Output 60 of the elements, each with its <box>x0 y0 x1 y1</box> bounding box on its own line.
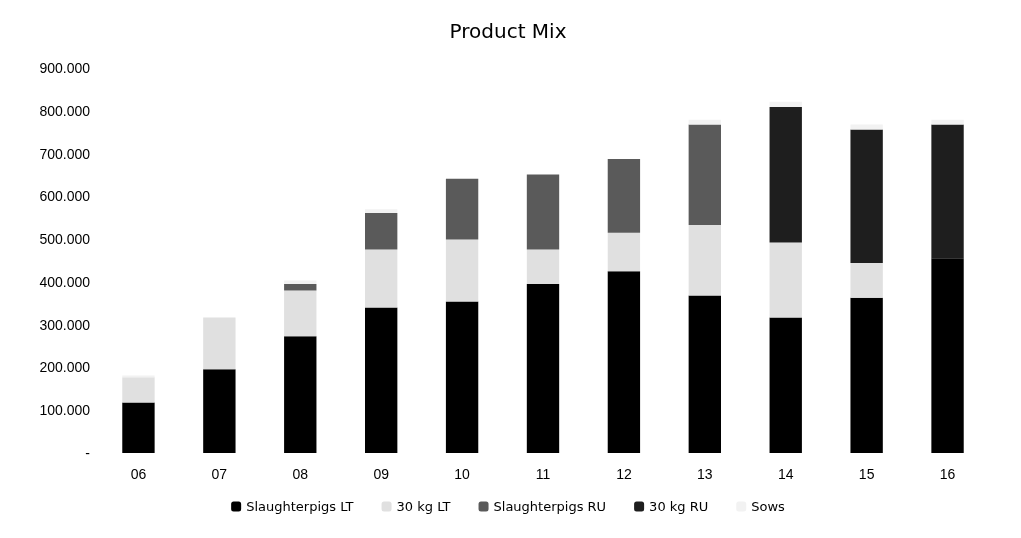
bar <box>284 290 317 337</box>
bar <box>769 242 802 318</box>
y-tick-label: 600.000 <box>39 188 91 205</box>
bar <box>526 249 560 285</box>
x-tick-label: 07 <box>211 466 228 482</box>
y-tick-label: 300.000 <box>39 316 91 333</box>
legend-label: Sows <box>751 499 786 514</box>
bar <box>688 295 721 453</box>
bar <box>365 249 398 308</box>
bar <box>284 284 317 291</box>
bar <box>365 209 398 214</box>
bar <box>284 336 317 453</box>
bar <box>607 232 641 272</box>
bar <box>122 402 155 453</box>
y-tick-label: 200.000 <box>39 359 91 376</box>
bar <box>526 174 560 250</box>
x-tick-label: 09 <box>373 466 390 482</box>
bar <box>526 284 560 453</box>
chart-title: Product Mix <box>449 19 567 43</box>
bar <box>769 101 802 107</box>
legend-label: Slaughterpigs LT <box>246 499 354 514</box>
legend-label: Slaughterpigs RU <box>493 499 607 514</box>
bar <box>688 124 721 225</box>
bar <box>607 271 641 453</box>
x-tick-label: 15 <box>858 466 875 482</box>
y-tick-label: 100.000 <box>39 402 91 419</box>
x-tick-label: 14 <box>777 466 794 482</box>
x-tick-label: 12 <box>616 466 632 482</box>
bar <box>445 301 479 453</box>
bar <box>203 317 236 370</box>
x-tick-label: 08 <box>292 466 309 482</box>
bar <box>445 239 479 302</box>
bar <box>769 106 802 243</box>
legend-label: 30 kg RU <box>649 499 709 514</box>
bar <box>365 307 398 453</box>
bar <box>607 159 641 233</box>
bar <box>931 258 964 453</box>
y-tick-label: 400.000 <box>39 273 91 290</box>
bar <box>769 317 802 453</box>
x-tick-label: 16 <box>939 466 956 482</box>
y-tick-label: 800.000 <box>39 102 91 119</box>
bar <box>850 263 883 298</box>
bar <box>365 213 398 250</box>
x-tick-label: 13 <box>697 466 713 482</box>
bar <box>688 224 721 296</box>
x-tick-label: 10 <box>454 466 471 482</box>
y-tick-label: 900.000 <box>39 60 91 76</box>
x-tick-label: 06 <box>130 466 147 482</box>
bar <box>850 297 883 453</box>
bar <box>203 369 236 453</box>
bar <box>850 124 883 130</box>
bar <box>931 124 964 259</box>
bar <box>122 377 155 403</box>
bar <box>445 178 479 240</box>
y-tick-label: 700.000 <box>39 145 91 162</box>
legend-label: 30 kg LT <box>396 499 451 514</box>
bar <box>850 129 883 264</box>
y-tick-label: 500.000 <box>39 231 91 248</box>
y-tick-label: - <box>85 445 91 461</box>
x-tick-label: 11 <box>535 466 551 482</box>
